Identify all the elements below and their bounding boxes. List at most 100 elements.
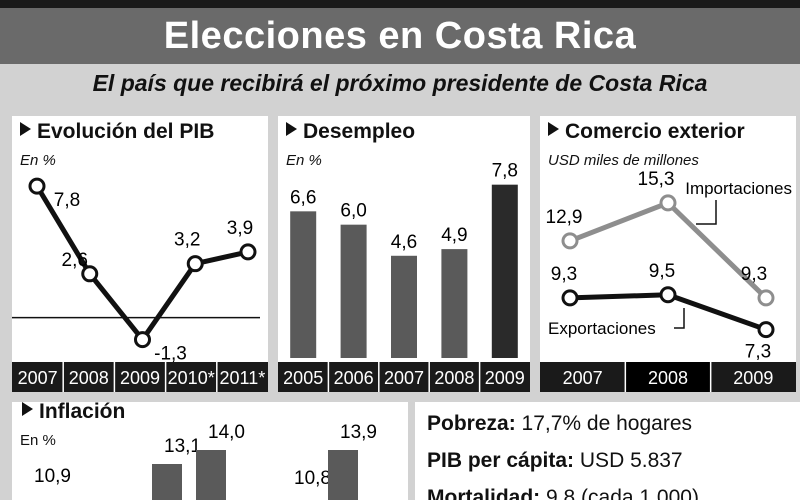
stat-pobreza-label: Pobreza:: [427, 412, 516, 435]
page-subtitle: El país que recibirá el próximo presiden…: [92, 70, 708, 96]
category-cell: [479, 362, 530, 392]
pib-triangle-icon: [20, 122, 31, 136]
category-cell: [625, 362, 711, 392]
title-bar: Elecciones en Costa Rica: [0, 8, 800, 64]
pib-value-label: 3,9: [227, 218, 253, 239]
comercio-panel: Comercio exterior USD miles de millones …: [540, 116, 796, 392]
importaciones-series-label: Importaciones: [685, 179, 792, 198]
x-tick-label: 2010*: [168, 368, 215, 388]
comercio-unit: USD miles de millones: [548, 152, 699, 169]
importaciones-data-point: [659, 194, 677, 212]
exportaciones-data-point: [757, 321, 775, 339]
inflacion-value-label: 14,0: [208, 422, 245, 443]
category-cell: [278, 362, 329, 392]
desempleo-value-label: 7,8: [492, 161, 518, 182]
stat-mortalidad-label: Mortalidad:: [427, 486, 541, 500]
importaciones-value-label: 15,3: [638, 169, 675, 190]
pib-unit: En %: [20, 152, 56, 169]
importaciones-data-point: [561, 232, 579, 250]
pib-value-label: 2,6: [62, 250, 88, 271]
desempleo-panel: Desempleo En % 2005 2006 2007 2008 2009 6,6 6,…: [278, 116, 530, 392]
page-title: Elecciones en Costa Rica: [163, 14, 637, 57]
category-cell: [710, 362, 796, 392]
pib-title: Evolución del PIB: [37, 120, 215, 143]
desempleo-bar: [290, 211, 317, 358]
pib-data-point: [28, 177, 46, 195]
desempleo-triangle-icon: [286, 122, 297, 136]
inflacion-bar: [152, 464, 182, 500]
exportaciones-value-label: 9,3: [551, 264, 577, 285]
category-cell: [63, 362, 115, 392]
pib-data-point: [239, 243, 257, 261]
category-cell: [165, 362, 217, 392]
desempleo-value-label: 4,9: [441, 225, 467, 246]
stat-pobreza: Pobreza: 17,7% de hogares: [427, 412, 692, 436]
inflacion-title: Inflación: [39, 400, 126, 423]
exportaciones-value-label: 9,5: [649, 261, 675, 282]
x-tick-label: 2007: [384, 368, 424, 388]
pib-value-label: -1,3: [154, 344, 187, 365]
pib-chart: 2007 2008 2009 2010* 2011* 7,8 2,6 -1,3 3,2 3,9: [12, 177, 268, 392]
x-tick-label: 2011*: [220, 368, 266, 388]
stat-pib-per-capita-label: PIB per cápita:: [427, 449, 575, 472]
x-tick-label: 2006: [334, 368, 374, 388]
x-tick-label: 2008: [648, 368, 688, 388]
x-tick-label: 2007: [563, 368, 603, 388]
desempleo-value-label: 4,6: [391, 232, 417, 253]
comercio-heading: Comercio exterior: [548, 120, 745, 144]
category-cell: [114, 362, 166, 392]
inflacion-chart: 10,9 13,1 14,0 10,8 13,9: [34, 422, 377, 500]
stat-pib-per-capita: PIB per cápita: USD 5.837: [427, 449, 683, 473]
importaciones-value-label: 9,3: [741, 264, 767, 285]
desempleo-title: Desempleo: [303, 120, 416, 143]
stat-pobreza-value: 17,7% de hogares: [521, 412, 692, 435]
x-tick-label: 2008: [69, 368, 109, 388]
category-cell: [378, 362, 430, 392]
pib-data-point: [186, 255, 204, 273]
inflacion-panel: Inflación En % 10,9 13,1 14,0 10,8 13,9: [12, 400, 408, 500]
desempleo-heading: Desempleo: [286, 120, 415, 144]
pib-value-label: 7,8: [54, 190, 80, 211]
inflacion-value-label: 10,8: [294, 468, 331, 489]
x-tick-label: 2007: [18, 368, 58, 388]
pib-value-label: 3,2: [174, 230, 200, 251]
importaciones-data-point: [757, 289, 775, 307]
desempleo-value-label: 6,0: [340, 201, 366, 222]
category-cell: [216, 362, 268, 392]
pib-data-point: [81, 265, 99, 283]
category-cell: [540, 362, 626, 392]
category-cell: [328, 362, 379, 392]
inflacion-bar: [196, 450, 226, 500]
exportaciones-data-point: [561, 289, 579, 307]
importaciones-series-line: [569, 200, 768, 300]
inflacion-value-label: 13,9: [340, 422, 377, 443]
desempleo-bar: [441, 249, 468, 358]
desempleo-unit: En %: [286, 152, 322, 169]
x-tick-label: 2009: [120, 368, 160, 388]
exportaciones-data-point: [659, 286, 677, 304]
stat-pib-per-capita-value: USD 5.837: [579, 449, 683, 472]
x-tick-label: 2005: [283, 368, 323, 388]
pib-heading: Evolución del PIB: [20, 120, 214, 144]
stats-panel: Pobreza: 17,7% de hogares PIB per cápita…: [415, 402, 800, 500]
inflacion-heading: Inflación: [22, 400, 125, 424]
inflacion-unit: En %: [20, 432, 56, 449]
inflacion-bar: [328, 450, 358, 500]
comercio-chart: 2007 2008 2009 12,9 15,3 9,3 9,3 9,5 7,3 Importac…: [540, 169, 796, 392]
desempleo-chart: 2005 2006 2007 2008 2009 6,6 6,0 4,6 4,9 7,8: [278, 161, 530, 392]
desempleo-bar: [340, 224, 367, 358]
exportaciones-series-label: Exportaciones: [548, 319, 656, 338]
inflacion-triangle-icon: [22, 402, 33, 416]
stat-mortalidad-value: 9,8 (cada 1.000): [546, 486, 699, 500]
desempleo-value-label: 6,6: [290, 187, 316, 208]
category-cell: [12, 362, 64, 392]
x-tick-label: 2008: [434, 368, 474, 388]
desempleo-bar: [391, 255, 417, 358]
importaciones-leader-line: [696, 200, 717, 225]
x-tick-label: 2009: [733, 368, 773, 388]
inflacion-value-label: 13,1: [164, 436, 201, 457]
category-cell: [429, 362, 480, 392]
exportaciones-value-label: 7,3: [745, 342, 771, 363]
top-bar: [0, 0, 800, 8]
inflacion-value-label: 10,9: [34, 466, 71, 487]
